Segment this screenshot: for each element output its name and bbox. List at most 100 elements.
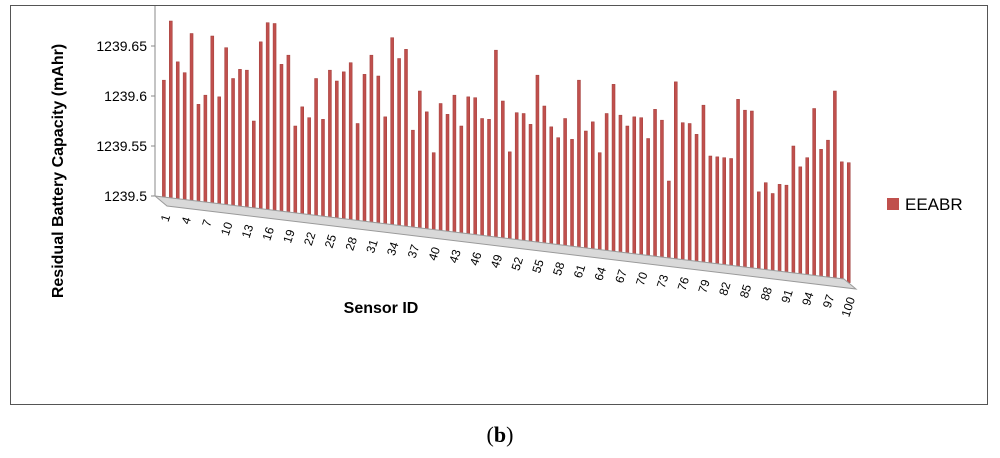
bar (196, 104, 201, 205)
bar (584, 130, 588, 252)
bar (577, 79, 581, 251)
bar (833, 90, 837, 282)
bar (459, 125, 464, 237)
bar (231, 78, 235, 209)
bar (348, 62, 353, 223)
y-tick-label: 1239.5 (104, 188, 147, 204)
y-axis-title: Residual Battery Capacity (mAhr) (50, 44, 67, 298)
bar (708, 155, 713, 267)
x-tick-label: 55 (529, 257, 547, 274)
bar (805, 157, 809, 278)
bar (162, 79, 166, 201)
bar (819, 149, 823, 280)
bar (335, 80, 339, 222)
x-tick-label: 16 (260, 225, 278, 242)
x-tick-label: 40 (426, 245, 444, 262)
bar (411, 129, 415, 231)
x-tick-label: 37 (405, 242, 423, 259)
bar (840, 161, 844, 283)
legend-label: EEABR (905, 195, 963, 214)
bar (667, 180, 671, 262)
bar (314, 78, 318, 219)
bar (203, 94, 208, 206)
bar (563, 118, 567, 249)
bar (252, 120, 256, 212)
bar (508, 151, 512, 243)
x-tick-label: 82 (716, 280, 734, 297)
bar (591, 121, 595, 253)
chart-frame: 1239.5 1239.55 1239.6 1239.65 1 4 7 10 13 16 19 22 2… (10, 5, 988, 405)
x-tick-label: 58 (550, 260, 568, 277)
bar (210, 35, 215, 207)
x-tick-label: 13 (239, 222, 257, 239)
bar (632, 116, 637, 258)
bar (549, 126, 554, 248)
bar (694, 134, 699, 265)
bar (390, 37, 394, 228)
x-tick-label: 79 (695, 277, 713, 294)
x-tick-label: 94 (799, 290, 817, 307)
bar (798, 166, 803, 278)
x-tick-label: 52 (509, 255, 527, 272)
bar (715, 156, 720, 268)
bar (487, 119, 491, 240)
bar (680, 122, 685, 263)
bar (494, 49, 498, 241)
bar (466, 96, 471, 238)
bar (376, 75, 381, 227)
y-tick-label: 1239.6 (104, 88, 147, 104)
x-tick-label: 22 (301, 230, 319, 247)
bar (763, 182, 768, 273)
bar (514, 112, 519, 243)
bar (169, 20, 173, 202)
bar (307, 117, 311, 218)
bar (404, 49, 408, 230)
bar (757, 191, 761, 273)
bar (743, 109, 747, 271)
bar (293, 125, 298, 217)
bar (597, 152, 602, 253)
bar (556, 137, 560, 248)
bar (674, 81, 678, 263)
x-tick-label: 1 (158, 212, 173, 223)
x-tick-label: 7 (199, 217, 214, 228)
x-tick-label: 19 (280, 227, 298, 244)
bar (480, 118, 484, 239)
caption-letter: b (493, 422, 507, 447)
x-tick-label: 61 (571, 262, 589, 279)
x-tick-label: 34 (384, 240, 402, 257)
x-tick-label: 28 (343, 235, 361, 252)
bar (425, 111, 429, 233)
bar (355, 123, 360, 224)
bar (189, 33, 194, 204)
bar (501, 100, 505, 242)
x-tick-label: 70 (633, 270, 651, 287)
x-tick-label: 10 (218, 220, 236, 237)
bar (750, 110, 754, 272)
bar (535, 74, 540, 246)
bar (445, 114, 450, 235)
bar (770, 193, 775, 274)
bar (722, 157, 726, 268)
bar (272, 23, 277, 214)
x-tick-label: 73 (654, 272, 672, 289)
x-tick-label: 4 (179, 215, 194, 226)
bar (812, 108, 816, 279)
bar (618, 114, 623, 256)
bar (570, 139, 574, 250)
bar (473, 97, 477, 238)
y-tick-label: 1239.65 (96, 38, 147, 54)
bar (362, 74, 367, 225)
bar (639, 117, 643, 258)
x-tick-label: 85 (737, 282, 755, 299)
bar (286, 54, 291, 216)
bar (646, 138, 650, 259)
bar (328, 69, 332, 221)
bar (687, 123, 692, 264)
bar (175, 61, 180, 203)
bar (625, 125, 630, 257)
bar (611, 84, 616, 255)
x-tick-label: 49 (488, 252, 506, 269)
bar (701, 104, 706, 266)
